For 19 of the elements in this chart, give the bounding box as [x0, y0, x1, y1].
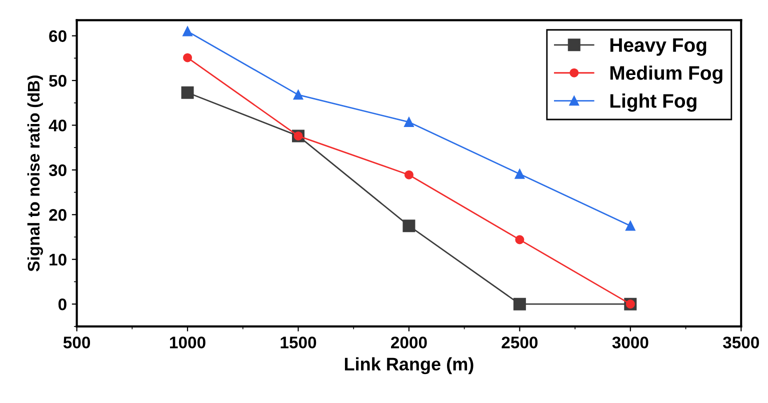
- y-tick-label: 50: [49, 74, 66, 87]
- y-axis-title: Signal to noise ratio (dB): [27, 76, 43, 272]
- y-tick-label: 60: [49, 30, 66, 42]
- x-tick-label: 1500: [280, 336, 316, 348]
- y-tick-label: 40: [48, 120, 66, 132]
- y-tick-label: 10: [50, 254, 66, 266]
- y-tick-label: 20: [49, 209, 66, 221]
- x-tick-label: 500: [63, 336, 90, 348]
- y-tick-label: 0: [58, 298, 66, 310]
- legend-label: Medium Fog: [610, 66, 722, 84]
- x-tick-label: 2500: [502, 336, 538, 348]
- x-tick-label: 3000: [612, 336, 648, 348]
- x-tick-label: 3500: [722, 336, 759, 348]
- y-tick-label: 30: [48, 164, 66, 176]
- legend-label: Light Fog: [610, 94, 696, 112]
- x-tick-label: 2000: [391, 336, 427, 348]
- legend-label: Heavy Fog: [610, 38, 706, 56]
- x-axis-title: Link Range (m): [344, 357, 474, 374]
- x-tick-label: 1000: [170, 336, 206, 348]
